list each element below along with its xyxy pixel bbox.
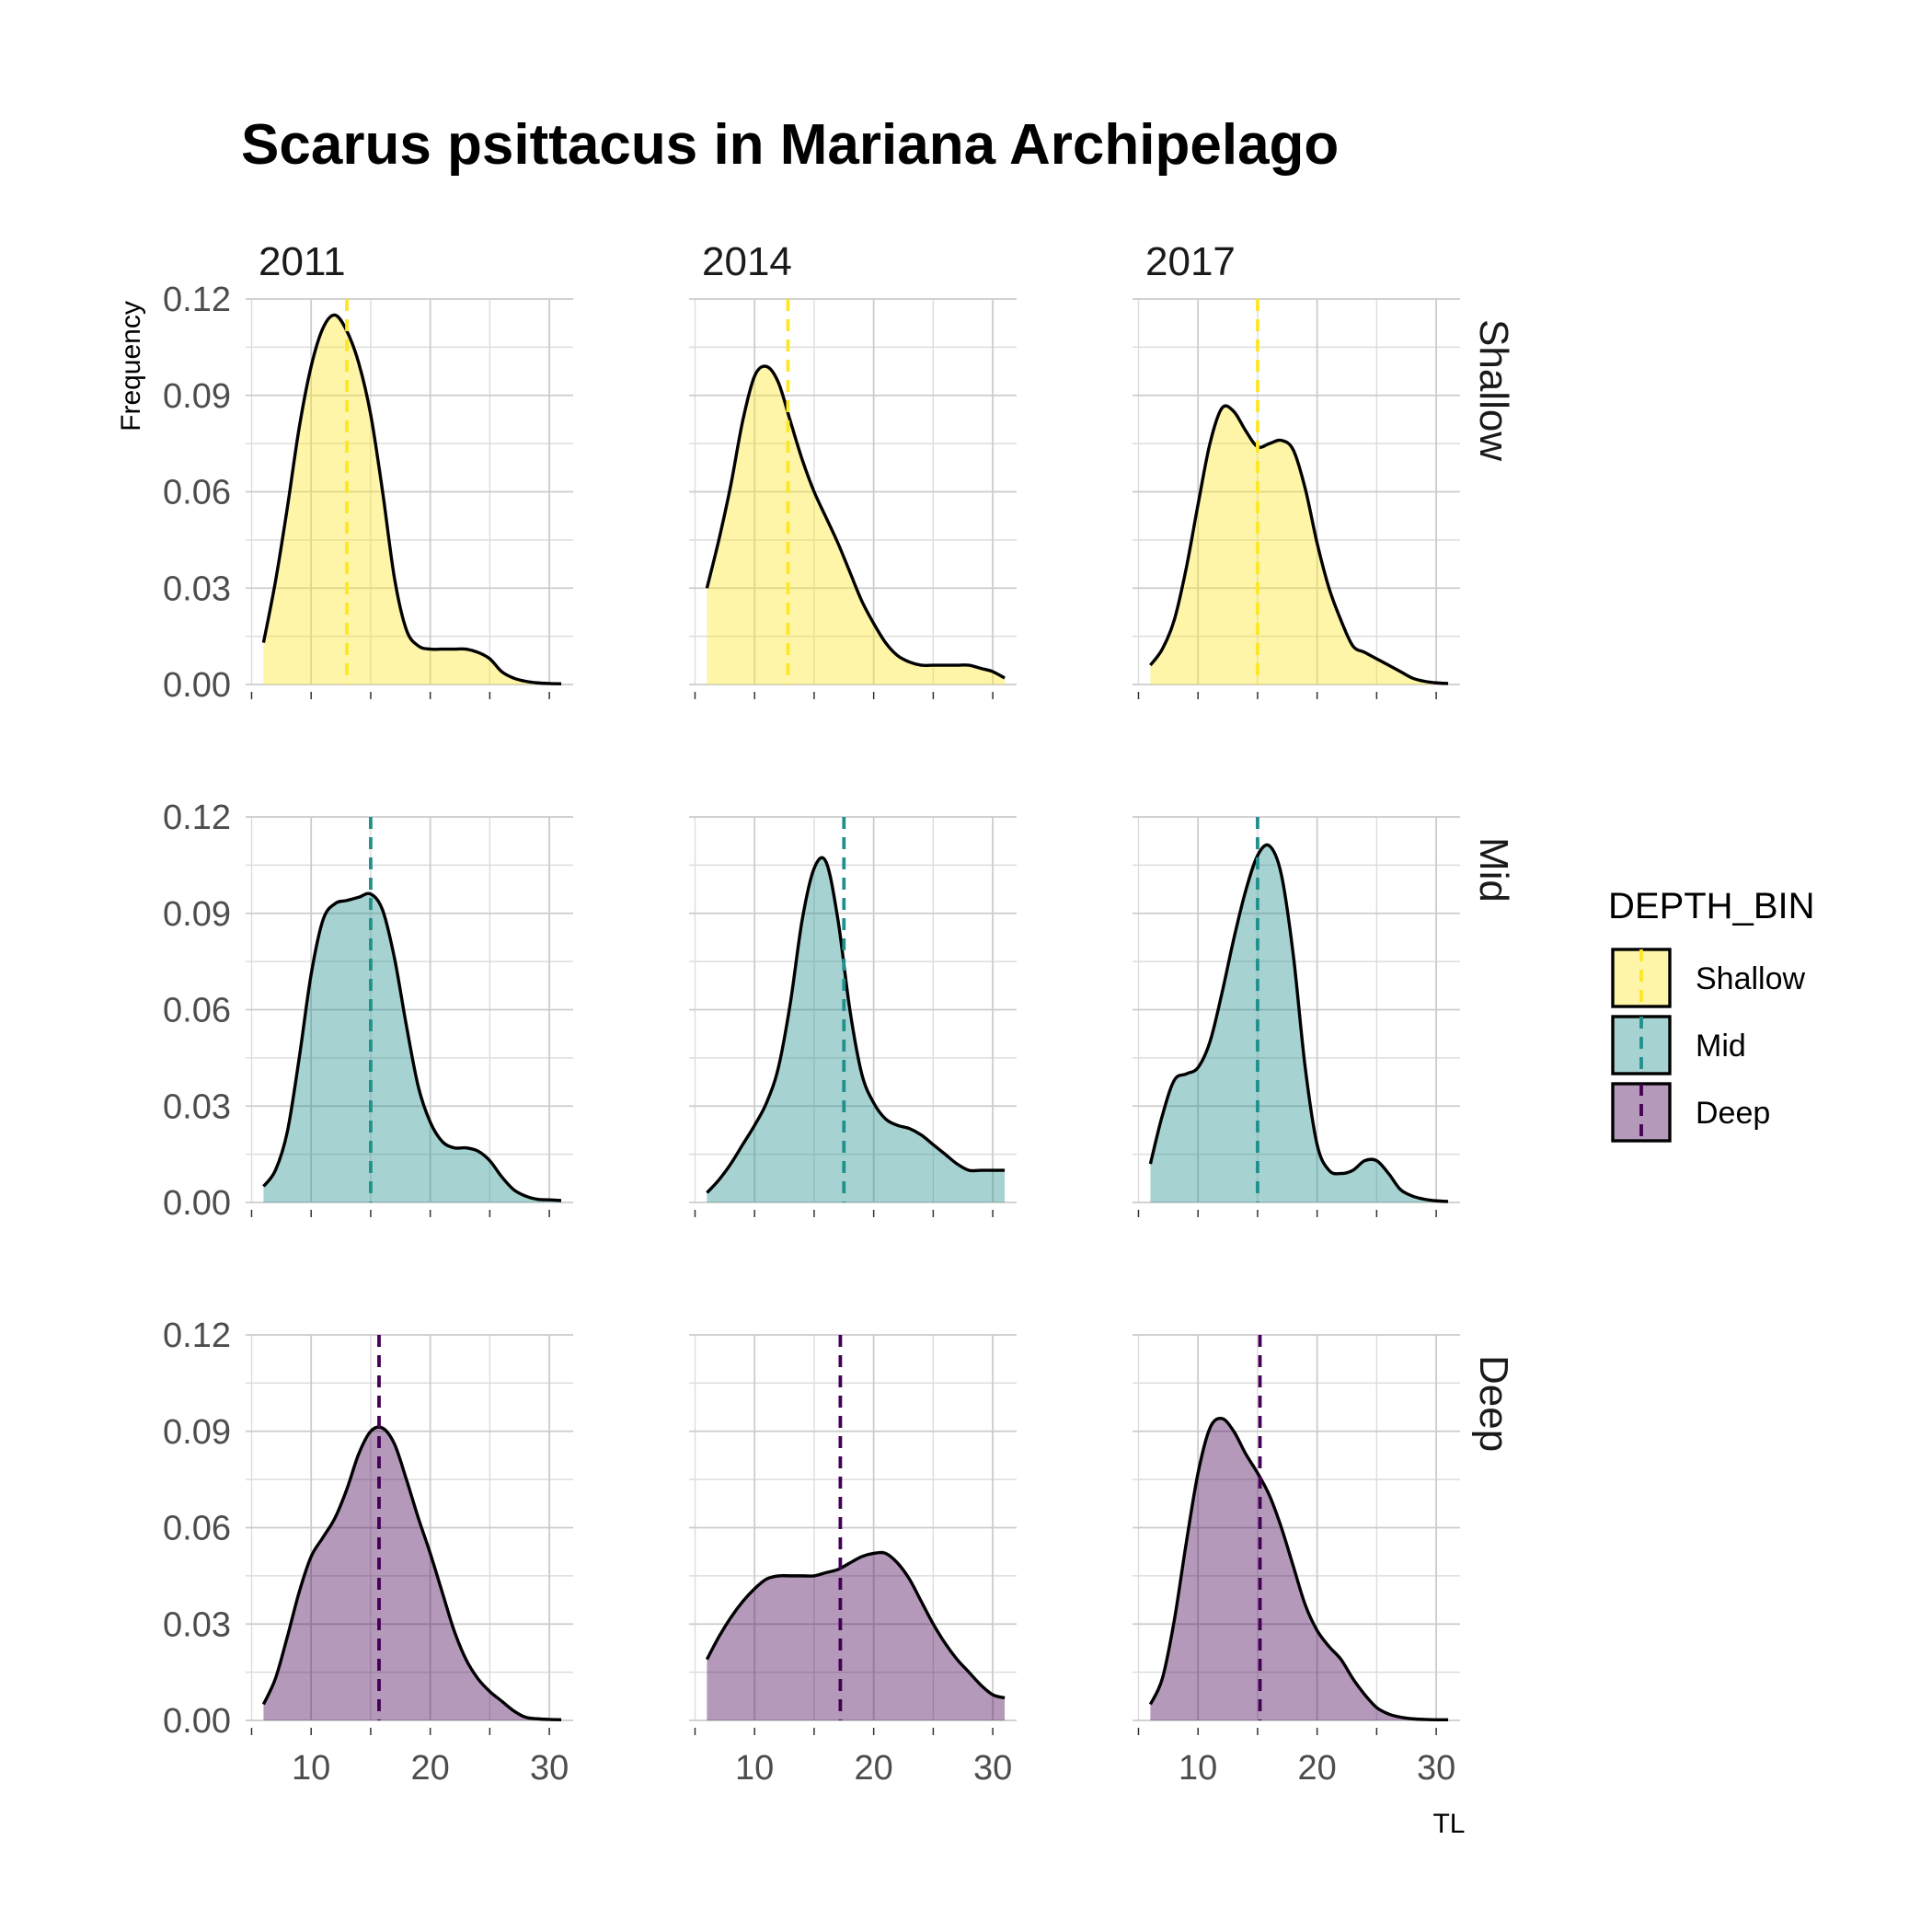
panel-2017-shallow: [1133, 298, 1460, 685]
facet-row-label-deep: Deep: [1471, 1355, 1516, 1452]
y-tick-label: 0.06: [163, 474, 231, 512]
y-tick-label: 0.09: [163, 1413, 231, 1452]
x-tick-label: 30: [1417, 1749, 1455, 1788]
density-curve-2011-mid: [262, 891, 562, 1202]
density-curve-2011-shallow: [261, 313, 562, 685]
density-area-2014-deep: [707, 1552, 1006, 1720]
panel-2014-mid: [689, 816, 1017, 1203]
y-tick-label: 0.03: [163, 1087, 231, 1126]
y-tick-label: 0.00: [163, 1184, 231, 1223]
density-area-2014-shallow: [707, 366, 1006, 684]
density-curve-2017-deep: [1148, 1416, 1449, 1722]
x-tick-label: 10: [735, 1749, 774, 1788]
legend-item-deep: Deep: [1611, 1082, 1770, 1143]
facet-row-label-shallow: Shallow: [1471, 319, 1516, 461]
legend-title: DEPTH_BIN: [1608, 886, 1815, 926]
y-tick-label: 0.06: [163, 992, 231, 1030]
density-area-2011-deep: [263, 1427, 562, 1720]
legend: DEPTH_BIN Shallow Mid Deep: [1608, 886, 1815, 1143]
axes-layer: 0.00 0.03 0.06 0.09 0.12 0.00 0.03 0.06 0.09 0.12…: [163, 281, 1455, 1788]
panel-2011-mid: [246, 816, 573, 1203]
y-tick-label: 0.03: [163, 569, 231, 608]
y-tick-label: 0.12: [163, 1317, 231, 1355]
density-area-2011-mid: [263, 893, 562, 1202]
y-tick-label: 0.09: [163, 895, 231, 934]
x-tick-label: 10: [292, 1749, 330, 1788]
y-tick-label: 0.00: [163, 666, 231, 705]
x-tick-label: 20: [1298, 1749, 1337, 1788]
panel-2014-deep: [689, 1334, 1017, 1721]
density-curve-2017-mid: [1148, 843, 1449, 1203]
y-tick-label: 0.12: [163, 799, 231, 837]
y-tick-label: 0.12: [163, 281, 231, 319]
legend-label: Mid: [1696, 1029, 1746, 1064]
chart-title: Scarus psittacus in Mariana Archipelago: [241, 113, 1339, 177]
facet-column-label-2011: 2011: [259, 239, 346, 284]
density-curve-2014-mid: [706, 856, 1006, 1194]
density-area-2011-shallow: [263, 315, 562, 684]
panel-2017-mid: [1133, 816, 1460, 1203]
y-tick-label: 0.06: [163, 1510, 231, 1548]
x-tick-label: 30: [973, 1749, 1012, 1788]
y-tick-label: 0.03: [163, 1605, 231, 1644]
strips-layer: 2011 2014 2017 Shallow Mid Deep: [259, 239, 1516, 1452]
panel-2014-shallow: [689, 298, 1017, 685]
panel-2011-deep: [246, 1334, 573, 1721]
legend-label: Deep: [1696, 1096, 1770, 1131]
density-curve-2014-deep: [705, 1550, 1006, 1700]
density-curve-2011-deep: [261, 1425, 562, 1721]
x-tick-label: 30: [530, 1749, 569, 1788]
x-tick-label: 20: [855, 1749, 893, 1788]
x-tick-label: 10: [1179, 1749, 1217, 1788]
density-area-2017-deep: [1150, 1418, 1449, 1720]
x-axis-title: TL: [1432, 1809, 1465, 1839]
y-axis-title: Frequency: [116, 301, 146, 431]
x-tick-label: 20: [411, 1749, 450, 1788]
panel-2011-shallow: [246, 298, 573, 685]
facet-row-label-mid: Mid: [1471, 837, 1516, 903]
density-area-2017-shallow: [1150, 406, 1449, 684]
y-tick-label: 0.00: [163, 1702, 231, 1741]
density-area-2014-mid: [707, 857, 1006, 1202]
legend-label: Shallow: [1696, 961, 1806, 996]
legend-item-shallow: Shallow: [1611, 948, 1806, 1008]
panel-2017-deep: [1133, 1334, 1460, 1722]
y-tick-label: 0.09: [163, 377, 231, 416]
facet-column-label-2014: 2014: [702, 239, 792, 284]
legend-item-mid: Mid: [1611, 1015, 1746, 1075]
density-curve-2014-shallow: [705, 364, 1006, 680]
density-curve-2017-shallow: [1149, 404, 1449, 685]
panels-layer: [246, 298, 1460, 1722]
facet-column-label-2017: 2017: [1145, 239, 1236, 284]
